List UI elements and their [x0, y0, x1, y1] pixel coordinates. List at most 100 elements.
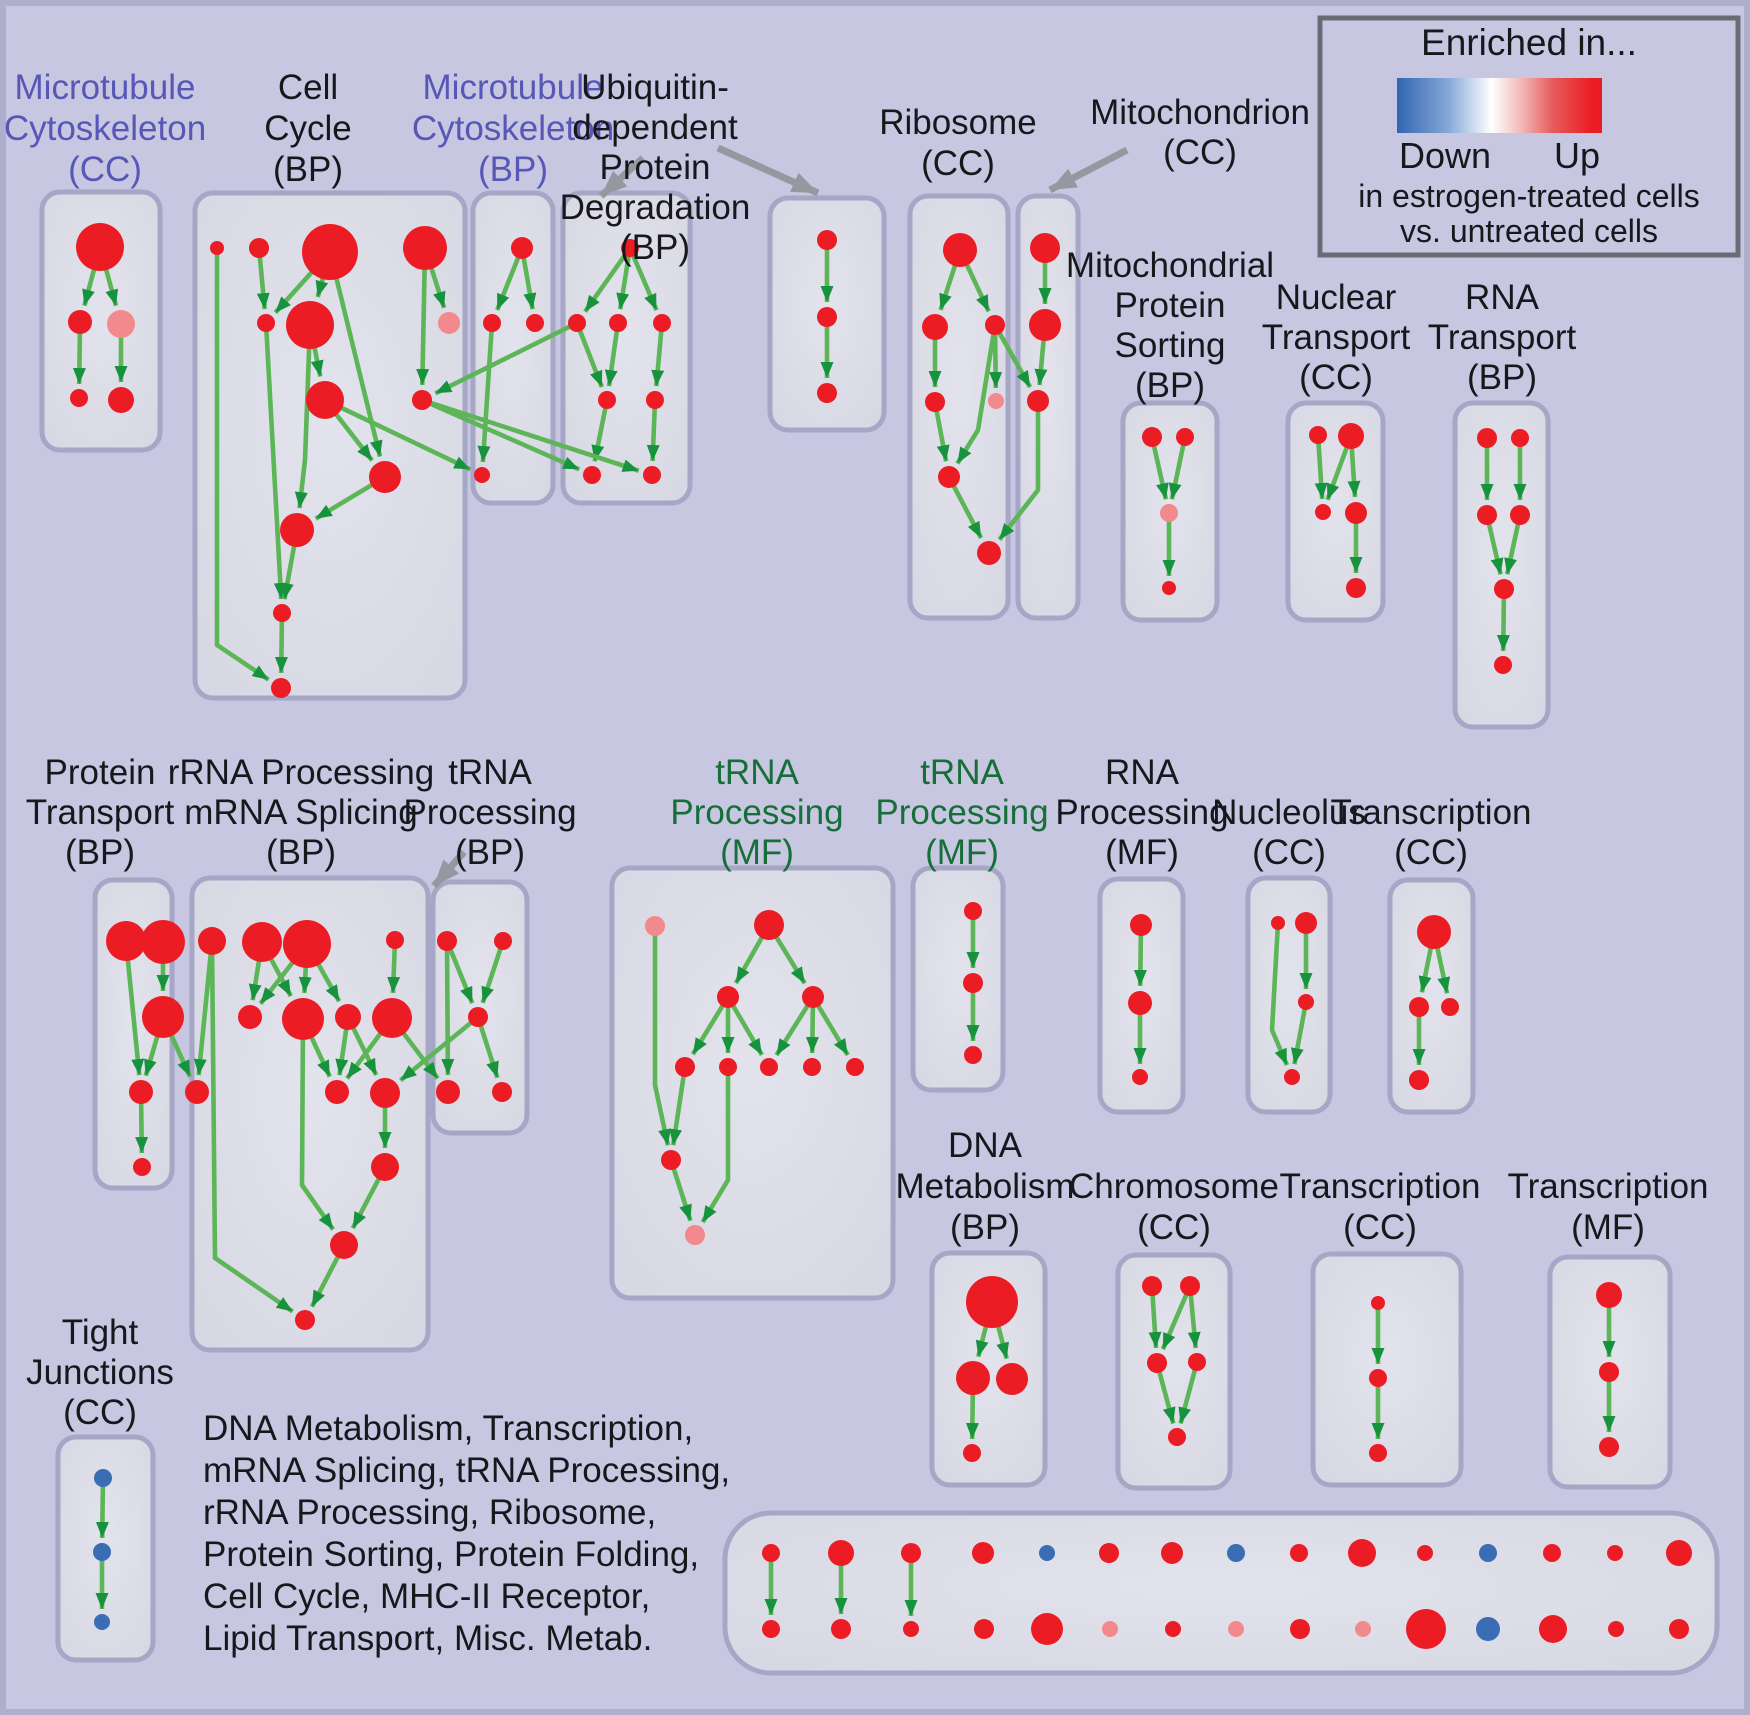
go-term-node-bottom-band [1355, 1621, 1371, 1637]
go-term-node-trna-mf1 [802, 986, 824, 1008]
go-term-node-ubiquitin-a [621, 239, 639, 257]
edge-protein-transport [123, 940, 145, 1076]
edge-mt-bp [495, 247, 525, 311]
cluster-label-protein-transport: (BP) [65, 833, 135, 872]
edge-ubiquitin-a [627, 247, 659, 312]
go-term-node-rna-transport [1494, 656, 1512, 674]
go-term-node-nucleolus [1298, 994, 1314, 1010]
go-term-node-mitochondrion [1029, 309, 1061, 341]
go-term-node-rrna [370, 1078, 400, 1108]
go-term-node-rrna [198, 927, 226, 955]
edge-chromosome [1160, 1285, 1193, 1351]
cluster-label-mt-cc: Microtubule [15, 68, 196, 107]
go-term-node-bottom-band [1608, 1621, 1624, 1637]
cluster-label-rna-proc-mf: Processing [1055, 793, 1228, 832]
cluster-label-rrna: mRNA Splicing [184, 793, 417, 832]
go-term-node-ribosome [943, 233, 977, 267]
cluster-label-mito-sorting: Protein [1115, 286, 1226, 325]
go-term-node-cell-cycle [249, 238, 269, 258]
cross-edge-cell-cycle-to-mt-bp [324, 397, 472, 472]
go-term-node-tight-junctions [94, 1614, 110, 1630]
cluster-label-transcription-cc2: Transcription [1280, 1167, 1481, 1206]
go-term-node-transcription-cc2 [1371, 1296, 1385, 1310]
go-term-node-trna-mf2 [963, 973, 983, 993]
go-term-node-ribosome [985, 315, 1005, 335]
edge-ubiquitin-a [646, 399, 660, 462]
edge-trna-bp [480, 940, 506, 1004]
go-term-node-cell-cycle [273, 604, 291, 622]
edge-cell-cycle [416, 247, 430, 386]
cluster-label-dna-metabolism: (BP) [950, 1208, 1020, 1247]
go-term-node-bottom-band [1227, 1544, 1245, 1562]
go-term-node-ubiquitin-a [568, 314, 586, 332]
cluster-label-ribosome: Ribosome [879, 103, 1037, 142]
legend-subline-1: in estrogen-treated cells [1358, 178, 1700, 214]
edge-chromosome [1148, 1285, 1162, 1349]
go-term-node-trna-bp [437, 931, 457, 951]
merged-categories-text-line: Lipid Transport, Misc. Metab. [203, 1619, 652, 1658]
go-term-node-transcription-cc [1409, 1070, 1429, 1090]
go-term-node-rna-transport [1477, 505, 1497, 525]
edge-cell-cycle [274, 612, 288, 674]
edge-trna-mf1 [690, 995, 730, 1056]
cluster-label-trna-mf2: tRNA [920, 753, 1004, 792]
go-term-node-rna-transport [1477, 428, 1497, 448]
go-term-node-protein-transport [142, 996, 184, 1038]
go-term-node-cell-cycle [280, 513, 314, 547]
go-term-node-mito-sorting [1142, 427, 1162, 447]
go-term-node-nucleolus [1295, 912, 1317, 934]
cluster-box-rna-transport [1452, 400, 1551, 730]
go-term-node-rna-proc-mf [1128, 991, 1152, 1015]
cluster-label-trna-bp: (BP) [455, 833, 525, 872]
cluster-label-ubiquitin-a: dependent [572, 108, 738, 147]
go-term-node-rrna [386, 931, 404, 949]
cluster-label-cell-cycle: (BP) [273, 150, 343, 189]
cluster-label-trna-mf1: tRNA [715, 753, 799, 792]
go-term-node-cell-cycle [306, 381, 344, 419]
label-pointer-arrow-0 [598, 155, 646, 199]
cluster-label-tight-junctions: Junctions [26, 1353, 174, 1392]
go-term-node-ubiquitin-b [817, 307, 837, 327]
go-term-node-nuclear-transport [1346, 578, 1366, 598]
edge-trna-bp [444, 940, 475, 1004]
go-term-node-rna-proc-mf [1132, 1069, 1148, 1085]
go-term-node-bottom-band [762, 1544, 780, 1562]
legend-down-label: Down [1399, 135, 1491, 176]
cluster-label-nucleolus: (CC) [1252, 833, 1326, 872]
go-term-node-ribosome [925, 392, 945, 412]
go-term-node-bottom-band [1228, 1621, 1244, 1637]
cluster-label-mitochondrion: Mitochondrion [1090, 93, 1310, 132]
cluster-label-trna-mf2: Processing [875, 793, 1048, 832]
edge-trna-mf1 [669, 1066, 688, 1146]
cluster-label-ribosome: (CC) [921, 144, 995, 183]
merged-categories-text-line: Cell Cycle, MHC-II Receptor, [203, 1577, 650, 1616]
go-term-node-ubiquitin-a [653, 314, 671, 332]
edge-rrna [299, 1018, 335, 1231]
edge-ubiquitin-a [651, 322, 665, 387]
merged-categories-text-line: Protein Sorting, Protein Folding, [203, 1535, 699, 1574]
go-term-node-bottom-band [1669, 1619, 1689, 1639]
go-term-node-bottom-band [1290, 1619, 1310, 1639]
go-term-node-bottom-band [901, 1543, 921, 1563]
legend-title: Enriched in... [1421, 22, 1637, 63]
go-term-node-bottom-band [903, 1621, 919, 1637]
go-term-node-nuclear-transport [1345, 502, 1367, 524]
cross-edge-trna-bp-to-rrna [399, 1015, 480, 1083]
cluster-label-rna-proc-mf: (MF) [1105, 833, 1179, 872]
merged-categories-text-line: rRNA Processing, Ribosome, [203, 1493, 656, 1532]
edge-rna-transport [1504, 514, 1523, 575]
go-term-node-trna-mf1 [717, 986, 739, 1008]
label-pointer-arrow-2 [1048, 146, 1129, 194]
go-term-node-bottom-band [974, 1619, 994, 1639]
edge-cell-cycle [294, 324, 313, 509]
cluster-label-rna-proc-mf: RNA [1105, 753, 1180, 792]
go-term-node-transcription-cc [1441, 998, 1459, 1016]
cluster-label-mito-sorting: Sorting [1115, 326, 1226, 365]
go-term-node-bottom-band [972, 1542, 994, 1564]
cluster-label-ubiquitin-a: Degradation [560, 188, 751, 227]
legend-subline-2: vs. untreated cells [1400, 213, 1658, 249]
cluster-label-mitochondrion: (CC) [1163, 133, 1237, 172]
cluster-box-transcription-cc [1387, 877, 1476, 1115]
edge-cell-cycle [263, 322, 287, 600]
